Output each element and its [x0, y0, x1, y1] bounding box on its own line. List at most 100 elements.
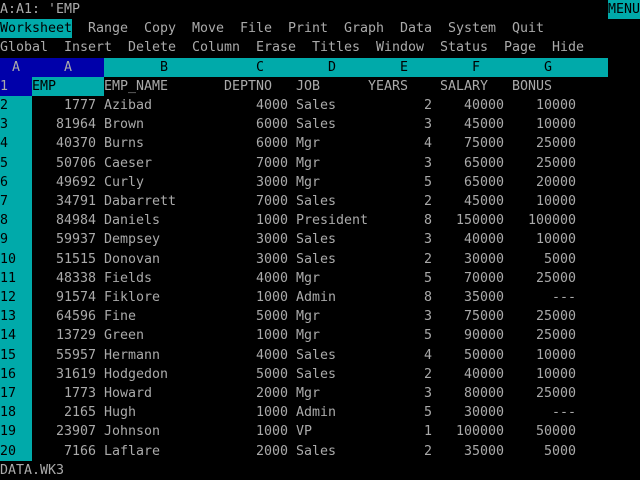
cell[interactable]: 5: [423, 270, 432, 286]
cell[interactable]: Fiklore: [104, 290, 161, 305]
cell[interactable]: 3000: [255, 174, 288, 190]
cell[interactable]: 1000: [255, 328, 288, 344]
menu-item-worksheet[interactable]: Worksheet: [0, 19, 72, 39]
cell[interactable]: Mgr: [296, 270, 321, 286]
header-cell-deptno[interactable]: DEPTNO: [224, 78, 273, 94]
cell[interactable]: Mgr: [296, 155, 321, 171]
current-cell-a1[interactable]: EMP: [32, 76, 104, 96]
cell[interactable]: President: [296, 213, 369, 229]
cell[interactable]: Azibad: [104, 98, 153, 113]
cell[interactable]: 1000: [255, 405, 288, 421]
menu-item-graph[interactable]: Graph: [344, 21, 385, 37]
cell[interactable]: 59937: [55, 232, 96, 248]
cell[interactable]: Sales: [296, 443, 337, 459]
cell[interactable]: 25000: [535, 270, 576, 286]
cell[interactable]: 6000: [255, 117, 288, 133]
row-number-1[interactable]: 1: [0, 76, 32, 96]
cell[interactable]: 34791: [55, 194, 96, 209]
cell[interactable]: 10000: [535, 194, 576, 209]
cell[interactable]: 3: [423, 309, 432, 325]
cell[interactable]: Mgr: [296, 136, 321, 152]
cell[interactable]: 25000: [535, 155, 576, 171]
cell[interactable]: 1773: [63, 386, 96, 401]
row-number-15[interactable]: 15: [0, 345, 32, 365]
row-number-2[interactable]: 2: [0, 96, 32, 116]
column-header-g[interactable]: G: [512, 57, 584, 77]
cell[interactable]: 2: [423, 194, 432, 209]
row-number-10[interactable]: 10: [0, 249, 32, 269]
row-number-6[interactable]: 6: [0, 172, 32, 192]
cell[interactable]: 48338: [55, 270, 96, 286]
cell[interactable]: 75000: [463, 136, 504, 152]
cell[interactable]: Green: [104, 328, 145, 344]
cell[interactable]: 4: [423, 347, 432, 363]
header-cell-years[interactable]: YEARS: [368, 78, 409, 94]
cell[interactable]: 70000: [463, 270, 504, 286]
menu-item-range[interactable]: Range: [88, 21, 129, 37]
cell[interactable]: 25000: [535, 328, 576, 344]
cell[interactable]: 80000: [463, 386, 504, 401]
cell[interactable]: Mgr: [296, 386, 321, 401]
cell[interactable]: 1777: [63, 98, 96, 113]
cell[interactable]: 10000: [535, 366, 576, 382]
row-number-5[interactable]: 5: [0, 153, 32, 173]
column-header-d[interactable]: D: [296, 57, 368, 77]
cell[interactable]: 51515: [55, 251, 96, 267]
cell[interactable]: 40000: [463, 98, 504, 113]
cell[interactable]: 5: [423, 174, 432, 190]
menu-item-file[interactable]: File: [240, 21, 273, 37]
cell[interactable]: Burns: [104, 136, 145, 152]
cell[interactable]: ---: [551, 405, 576, 421]
column-header-a[interactable]: A: [32, 57, 104, 77]
cell[interactable]: 7000: [255, 194, 288, 209]
cell[interactable]: Mgr: [296, 328, 321, 344]
cell[interactable]: ---: [551, 290, 576, 305]
menu-item-data[interactable]: Data: [400, 21, 433, 37]
cell[interactable]: 5000: [255, 309, 288, 325]
row-number-20[interactable]: 20: [0, 441, 32, 461]
cell[interactable]: 30000: [463, 251, 504, 267]
column-header-f[interactable]: F: [440, 57, 512, 77]
cell[interactable]: 100000: [455, 424, 504, 440]
cell[interactable]: 50000: [535, 424, 576, 440]
cell[interactable]: 3: [423, 232, 432, 248]
cell[interactable]: 1000: [255, 424, 288, 440]
row-number-14[interactable]: 14: [0, 326, 32, 346]
cell[interactable]: 65000: [463, 174, 504, 190]
row-number-4[interactable]: 4: [0, 134, 32, 154]
cell[interactable]: Mgr: [296, 309, 321, 325]
cell[interactable]: 10000: [535, 347, 576, 363]
cell[interactable]: 4: [423, 136, 432, 152]
cell[interactable]: 1: [423, 424, 432, 440]
menu-item-move[interactable]: Move: [192, 21, 225, 37]
cell[interactable]: 64596: [55, 309, 96, 325]
cell[interactable]: Admin: [296, 405, 337, 421]
cell[interactable]: 7166: [63, 443, 96, 459]
cell[interactable]: 55957: [55, 347, 96, 363]
cell[interactable]: 3: [423, 386, 432, 401]
cell[interactable]: Brown: [104, 117, 145, 133]
cell[interactable]: 2000: [255, 443, 288, 459]
cell[interactable]: 150000: [455, 213, 504, 229]
cell[interactable]: Sales: [296, 98, 337, 113]
cell[interactable]: 2165: [63, 405, 96, 421]
cell[interactable]: 40000: [463, 232, 504, 248]
cell[interactable]: 81964: [55, 117, 96, 133]
cell[interactable]: 49692: [55, 174, 96, 190]
cell[interactable]: 1000: [255, 213, 288, 229]
cell[interactable]: 3000: [255, 232, 288, 248]
cell[interactable]: 2: [423, 366, 432, 382]
cell[interactable]: 2: [423, 251, 432, 267]
cell[interactable]: 2: [423, 443, 432, 459]
header-cell-salary[interactable]: SALARY: [440, 78, 489, 94]
row-number-8[interactable]: 8: [0, 211, 32, 231]
cell[interactable]: 91574: [55, 290, 96, 305]
row-number-12[interactable]: 12: [0, 288, 32, 308]
cell[interactable]: Johnson: [104, 424, 161, 440]
cell[interactable]: 2: [423, 98, 432, 113]
row-number-19[interactable]: 19: [0, 422, 32, 442]
row-number-13[interactable]: 13: [0, 307, 32, 327]
cell[interactable]: 4000: [255, 98, 288, 113]
cell[interactable]: 40000: [463, 366, 504, 382]
cell[interactable]: Sales: [296, 347, 337, 363]
